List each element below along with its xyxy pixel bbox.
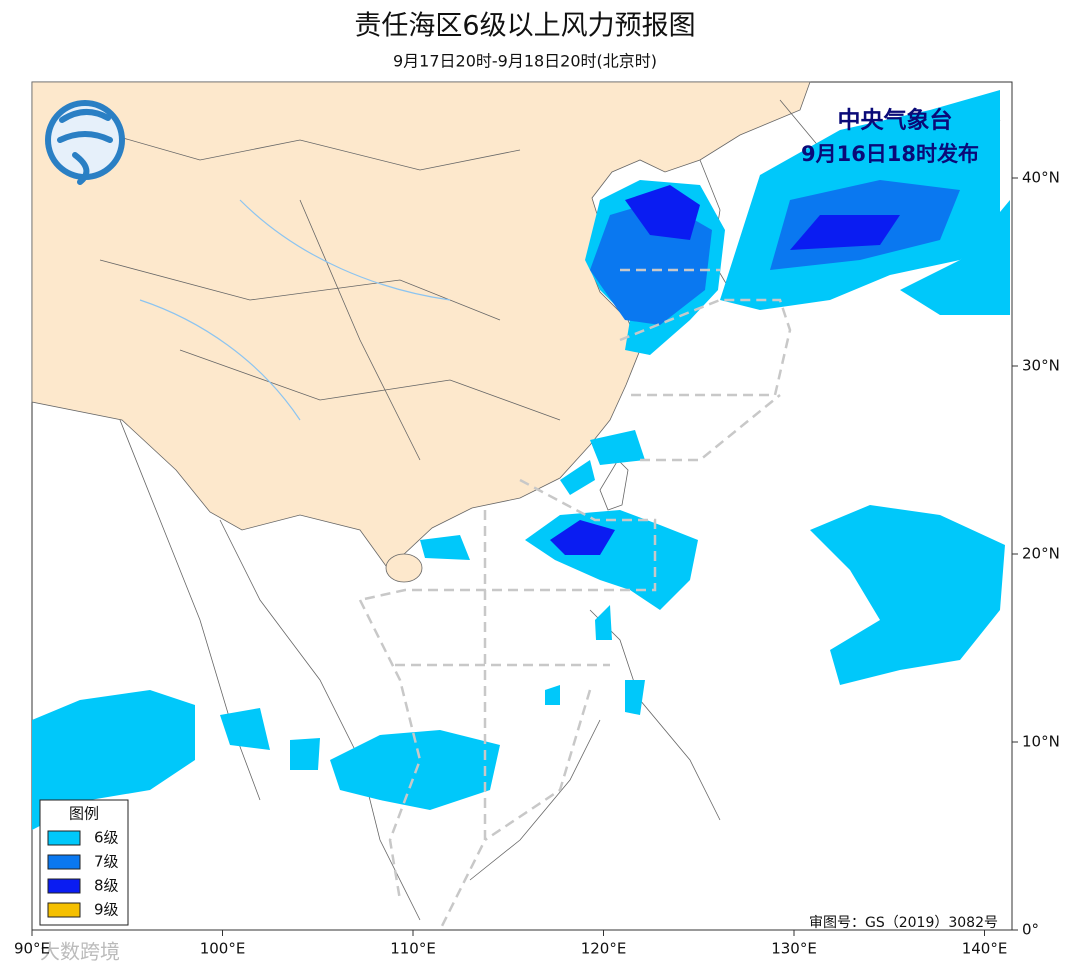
subtitle: 9月17日20时-9月18日20时(北京时) <box>393 52 657 71</box>
watermark: 大数跨境 <box>40 940 120 964</box>
legend: 图例 6级 7级 8级 9级 <box>39 799 129 926</box>
lat-tick-label: 10°N <box>1022 733 1060 751</box>
lat-tick-label: 0° <box>1022 921 1039 939</box>
logo <box>45 100 125 185</box>
legend-title: 图例 <box>69 805 99 823</box>
sea-zones <box>358 268 792 931</box>
lon-tick-label: 120°E <box>581 940 627 958</box>
legend-swatch <box>47 878 81 894</box>
lon-tick-label: 100°E <box>200 940 246 958</box>
issuer-name: 中央气象台 <box>838 107 953 134</box>
legend-label: 6级 <box>94 829 119 847</box>
lat-tick-label: 20°N <box>1022 545 1060 563</box>
legend-swatch <box>47 830 81 846</box>
issuer-time: 9月16日18时发布 <box>801 142 979 166</box>
taiwan <box>599 459 629 511</box>
map <box>31 81 1013 931</box>
lon-tick-label: 140°E <box>962 940 1008 958</box>
china-land <box>31 81 811 567</box>
lat-tick-label: 40°N <box>1022 169 1060 187</box>
lat-tick-label: 30°N <box>1022 357 1060 375</box>
provinces <box>59 119 561 461</box>
legend-label: 7级 <box>94 853 119 871</box>
approval-number: 审图号：GS（2019）3082号 <box>809 915 998 931</box>
legend-label: 9级 <box>94 901 119 919</box>
legend-swatch <box>47 902 81 918</box>
legend-label: 8级 <box>94 877 119 895</box>
hainan <box>385 553 423 583</box>
lon-tick-label: 90°E <box>14 940 50 958</box>
lon-tick-label: 110°E <box>390 940 436 958</box>
legend-swatch <box>47 854 81 870</box>
title: 责任海区6级以上风力预报图 <box>354 11 695 42</box>
rivers <box>139 199 451 421</box>
lon-tick-label: 130°E <box>771 940 817 958</box>
